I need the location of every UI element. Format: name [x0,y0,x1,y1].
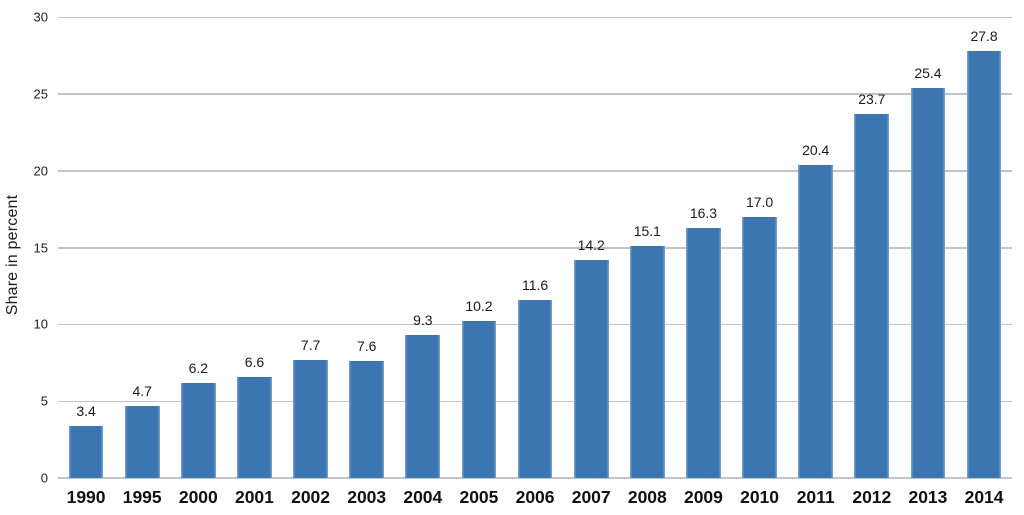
gridline [58,247,1012,249]
x-axis: 1990 1995 2000 2001 2002 2003 2004 2005 2006 2007… [58,478,1012,515]
x-axis-line [58,477,1012,479]
x-tick-label: 2014 [964,487,1004,507]
bar-value-label: 23.7 [858,90,886,107]
x-tick-label: 2001 [234,487,274,507]
bar [349,361,385,478]
x-tick-label: 2012 [852,487,892,507]
x-tick-label: 2004 [403,487,443,507]
bar-slot: 3.4 [58,17,114,478]
bar-value-label: 25.4 [914,64,942,81]
bar-slot: 4.7 [114,17,170,478]
bar-value-label: 6.2 [188,359,209,376]
bar [124,405,160,478]
x-tick-label: 1995 [122,487,162,507]
bar [742,216,777,478]
bar-slot: 27.8 [956,17,1012,478]
bar-value-label: 7.7 [300,336,321,353]
bar-value-label: 9.3 [413,312,433,329]
y-tick-label: 20 [33,163,48,179]
bar-value-label: 14.2 [577,236,605,253]
bar-slot: 20.4 [788,17,844,478]
x-tick-label: 2013 [908,487,948,507]
x-tick-label: 2002 [291,487,331,507]
plot-area: 3.4 4.7 6.2 6.6 7.7 7.6 9.3 10.2 11.6 14.2 15.1 16.… [58,16,1012,479]
y-tick-label: 25 [33,86,48,102]
bar-value-label: 10.2 [465,298,493,315]
bar [573,259,609,478]
bar [68,425,104,478]
bar-value-label: 11.6 [521,276,549,293]
x-tick-label: 2000 [178,487,218,507]
bar-slot: 23.7 [844,17,900,478]
bar-slot: 17.0 [732,17,788,478]
x-tick-label: 2005 [459,487,499,507]
x-tick-label: 2007 [571,487,611,507]
bar-value-label: 27.8 [970,27,998,44]
bar-value-label: 15.1 [633,222,661,239]
bar-slot: 25.4 [900,17,956,478]
gridline [58,93,1012,95]
bar-slot: 6.2 [170,17,226,478]
y-tick-label: 5 [40,393,48,409]
y-tick-label: 10 [33,316,48,332]
bar-value-label: 7.6 [356,338,377,355]
bar [910,87,946,478]
bar [180,382,216,478]
x-tick-label: 2003 [347,487,387,507]
bar [686,227,721,478]
bar-value-label: 17.0 [745,193,774,210]
bar [405,335,441,478]
gridline [58,170,1012,172]
bar [798,164,834,478]
bar [293,359,328,478]
y-tick-label: 15 [33,240,48,255]
bar-value-label: 16.3 [689,204,718,221]
bar [629,245,665,478]
x-tick-label: 2009 [683,487,723,507]
bar-slot: 11.6 [507,17,563,478]
bar-value-label: 6.6 [244,353,265,370]
bar-slot: 14.2 [563,17,619,478]
x-tick-label: 2010 [740,487,780,507]
bar [461,321,497,478]
bar-slot: 7.6 [339,17,395,478]
bars-layer: 3.4 4.7 6.2 6.6 7.7 7.6 9.3 10.2 11.6 14.2 15.1 16.… [58,17,1012,478]
x-tick-label: 2006 [515,487,555,507]
y-tick-label: 0 [40,470,48,486]
bar-value-label: 20.4 [802,141,830,158]
bar [966,50,1002,478]
x-tick-label: 1990 [66,487,106,507]
bar-slot: 15.1 [619,17,675,478]
bar-slot: 9.3 [395,17,451,478]
bar-slot: 7.7 [283,17,339,478]
y-axis: 0 5 10 15 20 25 30 [0,10,48,486]
bar-value-label: 4.7 [132,382,152,399]
gridline [58,16,1012,18]
x-tick-label: 2008 [627,487,667,507]
bar-value-label: 3.4 [76,402,96,419]
bar-slot: 16.3 [675,17,731,478]
bar-slot: 6.6 [226,17,282,478]
x-tick-label: 2011 [796,487,835,507]
bar-slot: 10.2 [451,17,507,478]
bar [517,299,553,478]
y-tick-label: 30 [33,9,48,25]
bar [237,376,272,478]
bar [854,113,890,478]
